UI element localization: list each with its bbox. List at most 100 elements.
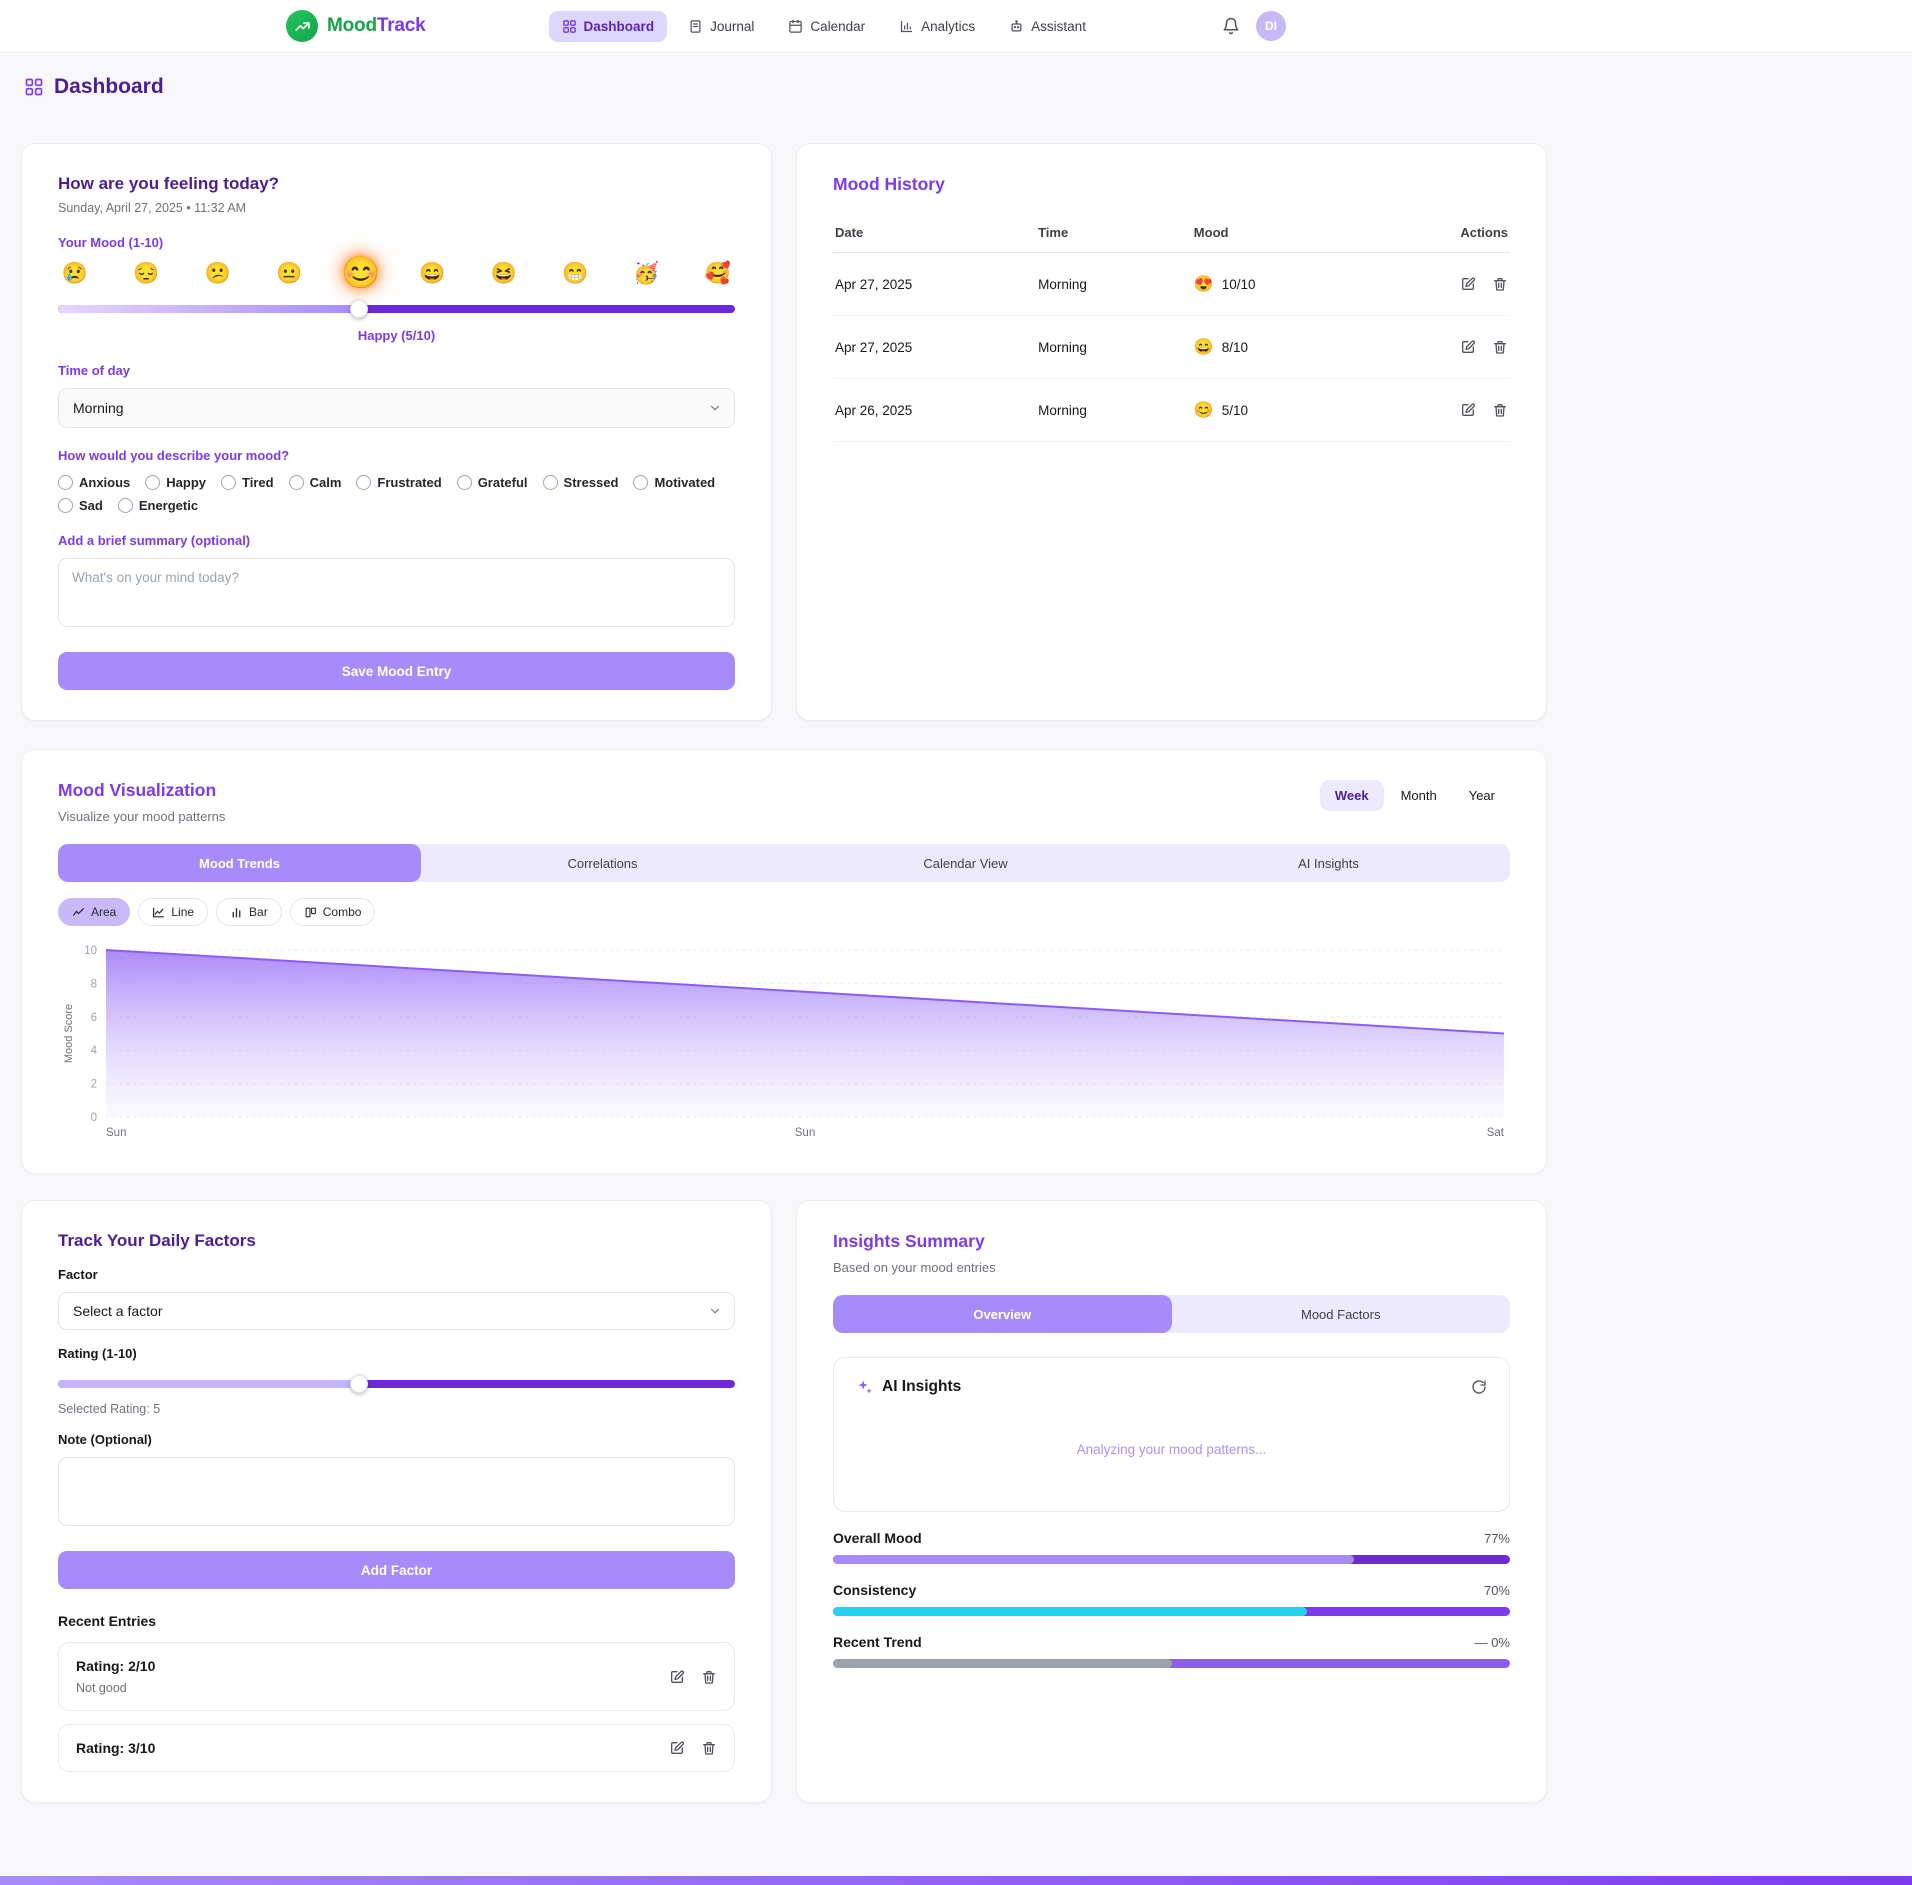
cell-date: Apr 27, 2025 — [833, 252, 1037, 316]
svg-text:4: 4 — [91, 1045, 98, 1057]
mood-emoji-9[interactable]: 🥳 — [633, 262, 660, 285]
metric-value: 77% — [1483, 1531, 1510, 1546]
nav-journal[interactable]: Journal — [675, 11, 767, 42]
mood-option-frustrated[interactable]: Frustrated — [356, 475, 442, 490]
col-header-time: Time — [1036, 215, 1192, 253]
tab-mood-factors[interactable]: Mood Factors — [1301, 1306, 1381, 1322]
mood-emoji-4[interactable]: 😐 — [276, 262, 303, 285]
chart-type-label: Area — [91, 905, 117, 919]
mood-emoji-1[interactable]: 😢 — [61, 262, 89, 285]
page-title: Dashboard — [21, 75, 1547, 99]
visualization-title: Mood Visualization — [58, 780, 217, 800]
mood-option-sad[interactable]: Sad — [58, 498, 103, 513]
metric-consistency: Consistency 70% — [833, 1582, 1510, 1616]
cell-time: Morning — [1036, 315, 1192, 379]
summary-textarea[interactable] — [58, 558, 735, 627]
mood-emoji-3[interactable]: 😕 — [204, 262, 231, 285]
visualization-tabs: Mood Trends Correlations Calendar View A… — [58, 844, 1510, 882]
mood-emoji: 😊 — [1193, 402, 1214, 419]
nav-assistant[interactable]: Assistant — [996, 11, 1099, 42]
tab-mood-trends[interactable]: Mood Trends — [58, 844, 421, 882]
insights-summary-card: Insights Summary Based on your mood entr… — [796, 1200, 1547, 1803]
slider-thumb[interactable] — [349, 300, 368, 318]
edit-icon[interactable] — [669, 1669, 685, 1685]
refresh-icon[interactable] — [1471, 1379, 1487, 1395]
analytics-icon — [899, 19, 914, 34]
notifications-bell-icon[interactable] — [1222, 17, 1240, 35]
edit-icon[interactable] — [1460, 402, 1476, 418]
mood-option-anxious[interactable]: Anxious — [58, 475, 130, 490]
add-factor-button[interactable]: Add Factor — [58, 1551, 735, 1589]
insights-title: Insights Summary — [833, 1231, 985, 1251]
mood-emoji-5[interactable]: 😊 — [341, 256, 381, 291]
metric-label: Overall Mood — [833, 1530, 922, 1546]
edit-icon[interactable] — [1460, 339, 1476, 355]
mood-visualization-card: Mood Visualization Visualize your mood p… — [21, 749, 1547, 1174]
trash-icon[interactable] — [1492, 402, 1508, 418]
mood-slider[interactable] — [58, 300, 735, 318]
mood-option-energetic[interactable]: Energetic — [117, 498, 198, 513]
mood-emoji-10[interactable]: 🥰 — [704, 262, 732, 285]
tab-overview[interactable]: Overview — [833, 1295, 1172, 1333]
mood-emoji-2[interactable]: 😔 — [133, 262, 160, 285]
slider-track — [58, 1380, 735, 1388]
journal-icon — [688, 19, 703, 34]
mood-option-stressed[interactable]: Stressed — [542, 475, 618, 490]
radio-icon — [356, 475, 372, 490]
avatar[interactable]: DI — [1255, 11, 1286, 41]
nav-calendar[interactable]: Calendar — [775, 11, 878, 42]
factor-note-textarea[interactable] — [58, 1457, 735, 1526]
col-header-actions: Actions — [1408, 215, 1510, 253]
chart-type-area-button[interactable]: Area — [58, 898, 131, 926]
tab-correlations[interactable]: Correlations — [567, 855, 638, 871]
radio-icon — [145, 475, 161, 490]
rating-label: Rating (1-10) — [58, 1346, 137, 1361]
factor-select[interactable]: Select a factor — [58, 1292, 735, 1330]
cell-time: Morning — [1036, 252, 1192, 316]
chart-type-combo-button[interactable]: Combo — [289, 898, 376, 926]
time-of-day-select[interactable]: Morning — [58, 388, 735, 428]
mood-emoji-7[interactable]: 😆 — [490, 262, 517, 285]
trash-icon[interactable] — [701, 1669, 717, 1685]
dashboard-grid-icon — [562, 19, 577, 34]
mood-emoji-6[interactable]: 😄 — [419, 262, 446, 285]
factor-entry: Rating: 3/10 — [58, 1724, 735, 1772]
nav-dashboard[interactable]: Dashboard — [548, 10, 668, 42]
mood-option-happy[interactable]: Happy — [145, 475, 206, 490]
nav-label: Calendar — [810, 18, 866, 34]
radio-icon — [221, 475, 237, 490]
bar-chart-icon — [230, 906, 243, 919]
rating-slider[interactable] — [58, 1375, 735, 1393]
mood-option-label: Tired — [242, 475, 274, 490]
range-month-button[interactable]: Month — [1386, 780, 1452, 811]
edit-icon[interactable] — [669, 1740, 685, 1756]
save-mood-entry-button[interactable]: Save Mood Entry — [58, 652, 735, 690]
mood-history-title: Mood History — [833, 174, 945, 194]
mood-emoji-8[interactable]: 😁 — [561, 262, 589, 285]
range-year-button[interactable]: Year — [1454, 780, 1510, 811]
table-row: Apr 27, 2025 Morning 😄 8/10 — [833, 315, 1510, 379]
mood-option-label: Sad — [79, 498, 103, 513]
mood-option-tired[interactable]: Tired — [221, 475, 274, 490]
trash-icon[interactable] — [701, 1740, 717, 1756]
radio-icon — [542, 475, 558, 490]
slider-thumb[interactable] — [349, 1375, 368, 1393]
metric-value: — 0% — [1474, 1635, 1510, 1650]
area-chart-icon — [72, 906, 85, 919]
mood-option-calm[interactable]: Calm — [288, 475, 341, 490]
tab-ai-insights[interactable]: AI Insights — [1298, 855, 1359, 871]
range-week-button[interactable]: Week — [1319, 780, 1384, 811]
selected-rating-text: Selected Rating: 5 — [58, 1402, 161, 1416]
insights-subtitle: Based on your mood entries — [833, 1260, 996, 1275]
edit-icon[interactable] — [1460, 276, 1476, 292]
trash-icon[interactable] — [1492, 339, 1508, 355]
trash-icon[interactable] — [1492, 276, 1508, 292]
page-title-text: Dashboard — [54, 75, 164, 98]
chart-type-bar-button[interactable]: Bar — [216, 898, 282, 926]
tab-calendar-view[interactable]: Calendar View — [923, 855, 1008, 871]
chart-type-line-button[interactable]: Line — [138, 898, 209, 926]
mood-option-motivated[interactable]: Motivated — [633, 475, 715, 490]
nav-analytics[interactable]: Analytics — [886, 11, 988, 42]
radio-icon — [117, 498, 133, 513]
mood-option-grateful[interactable]: Grateful — [456, 475, 528, 490]
